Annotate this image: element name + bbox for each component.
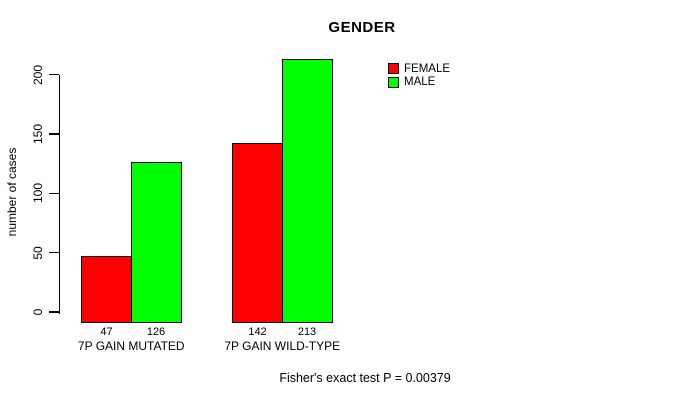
legend: FEMALE MALE — [388, 62, 450, 89]
bar-value-label: 142 — [248, 326, 267, 338]
y-axis-label: number of cases — [5, 147, 19, 237]
legend-item-female: FEMALE — [388, 62, 450, 76]
y-tick-label: 50 — [31, 245, 45, 260]
category-label: 7P GAIN WILD-TYPE — [224, 339, 341, 353]
y-axis-tick — [48, 311, 59, 313]
female-color-swatch — [388, 63, 399, 75]
legend-item-male: MALE — [388, 76, 450, 90]
y-tick-label: 100 — [31, 183, 45, 204]
y-axis-line — [58, 74, 60, 314]
y-axis-tick — [48, 73, 59, 76]
y-tick-label: 150 — [31, 123, 45, 144]
y-axis-tick — [48, 133, 59, 135]
bar-value-label: 126 — [146, 326, 166, 338]
legend-label-female: FEMALE — [404, 62, 451, 75]
category-label: 7P GAIN MUTATED — [77, 339, 185, 353]
legend-label-male: MALE — [404, 76, 436, 89]
bar-value-label: 213 — [297, 326, 317, 338]
annotation-text: Fisher's exact test P = 0.00379 — [279, 371, 451, 385]
chart-title: GENDER — [328, 19, 396, 36]
bar-female-group2 — [232, 143, 283, 323]
bar-male-group1 — [130, 162, 182, 323]
y-tick-label: 0 — [31, 308, 45, 316]
male-color-swatch — [388, 76, 399, 88]
y-axis-tick — [48, 251, 59, 254]
y-tick-label: 200 — [31, 64, 45, 85]
y-axis-tick — [48, 192, 59, 194]
bar-male-group2 — [281, 59, 333, 323]
bar-value-label: 47 — [100, 326, 113, 338]
bar-female-group1 — [81, 256, 132, 323]
